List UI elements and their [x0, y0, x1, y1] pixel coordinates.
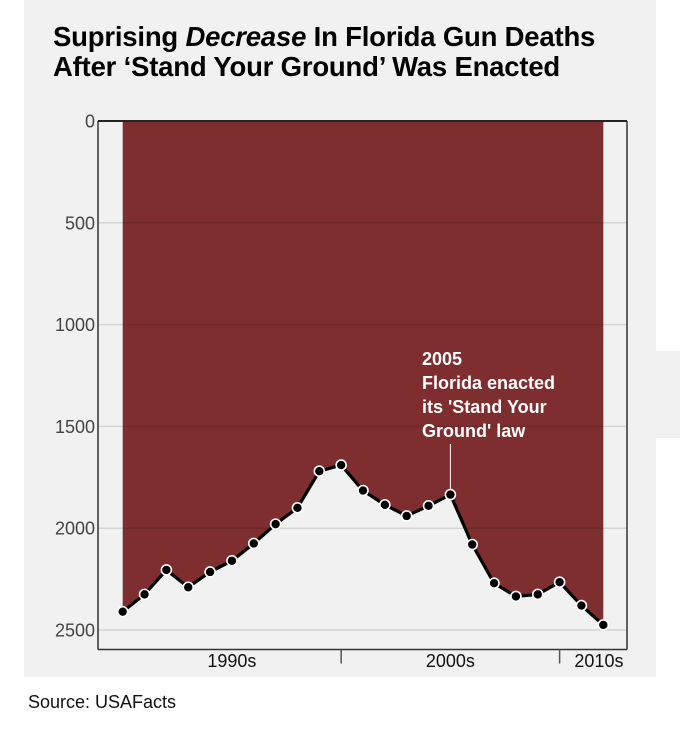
chart-title: Suprising Decrease In Florida Gun Deaths…: [53, 22, 595, 82]
x-tick-labels: 1990s 2000s 2010s: [207, 651, 623, 671]
data-point: [291, 502, 304, 514]
data-point: [531, 588, 544, 601]
data-point: [444, 488, 457, 501]
data-point: [510, 590, 522, 603]
data-point: [204, 566, 216, 578]
data-point: [160, 564, 173, 576]
data-point: [553, 576, 566, 588]
gridlines: [98, 222, 627, 631]
axes: [97, 120, 628, 664]
title-line-2: After ‘Stand Your Ground’ Was Enacted: [53, 51, 561, 82]
source-note: Source: USAFacts: [28, 692, 177, 712]
data-point: [313, 465, 326, 477]
y-tick-label: 2000: [55, 519, 95, 539]
side-panel-tab: [656, 351, 680, 438]
y-tick-labels: 0 500 1000 1500 2000 2500: [55, 112, 95, 641]
data-point: [335, 459, 347, 471]
data-point: [182, 581, 195, 594]
y-tick-label: 500: [65, 213, 95, 233]
y-tick-label: 1500: [55, 417, 95, 437]
y-tick-label: 1000: [55, 315, 95, 335]
annotation-text: Florida enacted: [422, 373, 555, 393]
annotation-text: 2005: [422, 349, 462, 369]
data-point: [575, 599, 588, 612]
x-tick-label: 2000s: [426, 651, 475, 671]
area-fill: [122, 121, 604, 625]
y-tick-label: 2500: [55, 621, 95, 641]
data-point: [247, 537, 260, 550]
data-point: [400, 510, 413, 522]
annotation-text: its 'Stand Your: [422, 397, 547, 417]
data-point: [488, 577, 500, 589]
title-emphasis: Decrease: [185, 21, 307, 52]
title-text-2: In Florida Gun Deaths: [306, 21, 596, 52]
data-point: [597, 619, 610, 631]
data-point: [116, 605, 129, 618]
area-fill-layer: [122, 121, 604, 625]
data-point: [357, 484, 369, 497]
y-tick-label: 0: [85, 112, 95, 132]
data-point: [379, 498, 391, 511]
data-point: [466, 538, 479, 551]
data-point: [422, 500, 435, 512]
title-text-1: Suprising: [53, 21, 186, 52]
data-point: [269, 518, 282, 530]
x-tick-label: 1990s: [207, 651, 256, 671]
data-point: [138, 588, 151, 601]
data-point: [226, 554, 238, 567]
title-line-1: Suprising Decrease In Florida Gun Deaths: [53, 22, 595, 52]
annotation-text: Ground' law: [422, 421, 526, 441]
data-points: [116, 459, 610, 631]
x-tick-label: 2010s: [574, 651, 623, 671]
annotation: 2005 Florida enacted its 'Stand Your Ground…: [422, 349, 555, 495]
